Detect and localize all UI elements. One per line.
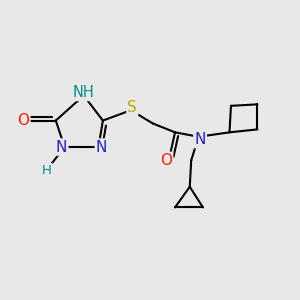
Text: O: O: [160, 153, 172, 168]
Text: O: O: [17, 113, 29, 128]
Text: S: S: [128, 100, 137, 115]
Text: H: H: [42, 164, 52, 177]
Text: N: N: [194, 132, 206, 147]
Text: NH: NH: [73, 85, 94, 100]
Text: N: N: [56, 140, 68, 154]
Text: N: N: [96, 140, 107, 154]
